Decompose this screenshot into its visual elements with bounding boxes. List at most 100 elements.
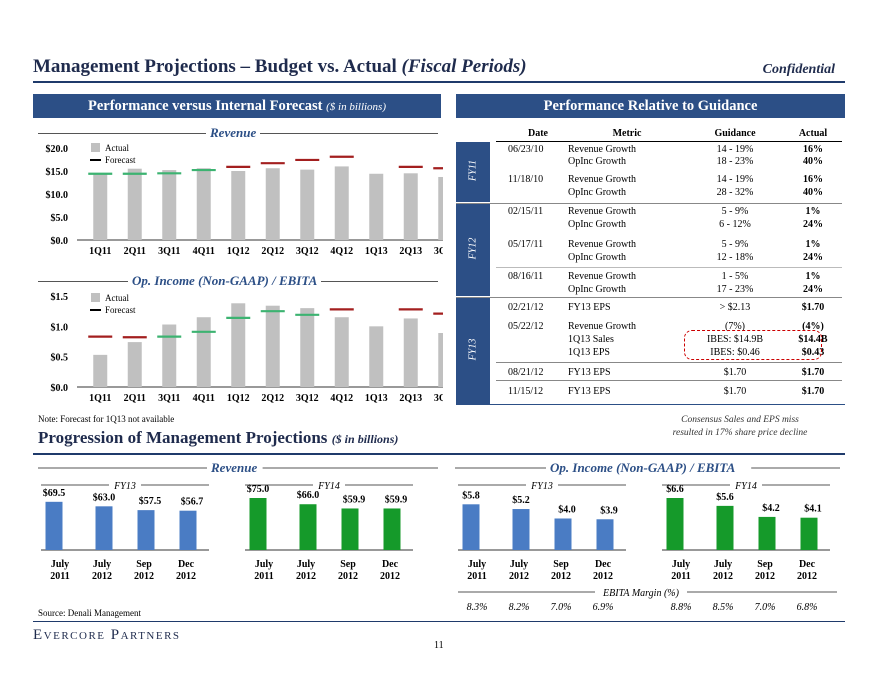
month-label: Dec (382, 559, 399, 570)
bar-value-label: $5.6 (716, 492, 734, 503)
actual-bar (438, 176, 443, 240)
bar-value-label: $66.0 (297, 490, 320, 501)
table-header: Actual (798, 128, 828, 139)
month-label: Dec (595, 559, 612, 570)
month-label: July (51, 559, 69, 570)
table-cell-guidance: $1.70 (723, 367, 747, 378)
x-tick-label: 1Q12 (227, 393, 250, 404)
actual-bar (438, 333, 443, 387)
year-label: 2011 (50, 571, 69, 582)
table-cell-metric: Revenue Growth (568, 239, 637, 250)
margin-value: 8.5% (713, 602, 734, 613)
table-cell-guidance: 5 - 9% (721, 206, 749, 217)
table-cell-date: 11/15/12 (508, 386, 544, 397)
left-banner: Performance versus Internal Forecast ($ … (33, 94, 441, 118)
table-cell-guidance: 14 - 19% (716, 174, 754, 185)
table-cell-metric: OpInc Growth (568, 284, 627, 295)
table-cell-actual: 16% (803, 144, 823, 155)
actual-bar (334, 166, 349, 240)
table-cell-actual: 24% (803, 284, 823, 295)
year-label: 2011 (254, 571, 273, 582)
table-cell-guidance: IBES: $14.9B (706, 334, 764, 345)
progression-bar (45, 501, 63, 550)
legend-actual-swatch (91, 143, 100, 152)
bar-value-label: $5.2 (512, 495, 530, 506)
y-tick-label: $0.5 (51, 353, 69, 364)
fy-label: FY13 (530, 481, 553, 492)
table-cell-metric: FY13 EPS (568, 302, 611, 313)
evercore-logo: Evercore Partners (33, 627, 181, 643)
table-cell-guidance: 17 - 23% (716, 284, 754, 295)
table-cell-actual: 24% (803, 219, 823, 230)
revenue-chart: $20.0 $15.0 $10.0 $5.0 $0.0 1Q11 2Q11 3Q11 4Q11 1… (46, 143, 443, 257)
month-label: Sep (136, 559, 152, 570)
table-header: Guidance (714, 128, 756, 139)
row-separator (496, 362, 842, 363)
row-separator (456, 203, 842, 204)
chart-title: Op. Income (Non-GAAP) / EBITA (550, 460, 736, 475)
table-cell-guidance: IBES: $0.46 (710, 347, 760, 358)
margin-value: 8.3% (467, 602, 488, 613)
fy-bg (109, 478, 141, 490)
footer-rule (33, 621, 845, 622)
table-cell-actual: 1% (805, 271, 821, 282)
actual-bar (369, 173, 384, 240)
x-tick-label: 3Q12 (296, 393, 319, 404)
table-cell-metric: Revenue Growth (568, 144, 637, 155)
actual-bar (127, 342, 142, 387)
actual-bar (334, 317, 349, 387)
margin-value: 6.9% (593, 602, 614, 613)
legend-forecast-label: Forecast (105, 305, 136, 315)
table-cell-guidance: 1 - 5% (721, 271, 749, 282)
actual-bar (265, 168, 280, 240)
table-cell-metric: OpInc Growth (568, 219, 627, 230)
table-cell-metric: 1Q13 Sales (568, 334, 614, 345)
bar-value-label: $59.9 (343, 494, 366, 505)
progression-rule (33, 453, 845, 455)
month-label: Sep (340, 559, 356, 570)
actual-bar (265, 305, 280, 387)
month-label: July (297, 559, 315, 570)
x-tick-label: 3Q11 (158, 246, 180, 257)
progression-bar (666, 498, 684, 550)
table-cell-actual: $0.43 (801, 347, 825, 358)
month-label: July (255, 559, 273, 570)
x-tick-label: 3Q13 (434, 393, 443, 404)
margin-bg (595, 585, 687, 598)
progression-bar (341, 508, 359, 550)
legend-forecast-label: Forecast (105, 155, 136, 165)
bar-value-label: $59.9 (385, 494, 408, 505)
table-cell-actual: $14.4B (798, 334, 828, 345)
x-tick-label: 2Q13 (399, 393, 422, 404)
fy-band: FY12 (456, 204, 490, 296)
table-cell-metric: FY13 EPS (568, 367, 611, 378)
progression-title: Progression of Management Projections ($… (38, 428, 399, 447)
x-tick-label: 2Q11 (124, 246, 146, 257)
year-label: 2012 (176, 571, 196, 582)
progression-bar (95, 506, 113, 550)
year-label: 2012 (509, 571, 529, 582)
year-label: 2012 (296, 571, 316, 582)
table-cell-date: 05/22/12 (508, 321, 544, 332)
table-cell-actual: 40% (803, 187, 823, 198)
table-cell-metric: OpInc Growth (568, 187, 627, 198)
table-header: Date (528, 128, 548, 139)
fy-label: FY14 (734, 481, 757, 492)
month-label: July (93, 559, 111, 570)
table-cell-guidance: 14 - 19% (716, 144, 754, 155)
x-tick-label: 2Q12 (261, 246, 284, 257)
fy-label: FY14 (317, 481, 340, 492)
table-cell-actual: 1% (805, 206, 821, 217)
table-cell-actual: 24% (803, 252, 823, 263)
margin-value: 7.0% (551, 602, 572, 613)
month-label: Sep (757, 559, 773, 570)
table-cell-date: 06/23/10 (508, 144, 544, 155)
table-cell-date: 08/21/12 (508, 367, 544, 378)
bar-value-label: $4.1 (804, 504, 822, 515)
year-label: 2012 (713, 571, 733, 582)
margin-value: 7.0% (755, 602, 776, 613)
table-cell-metric: Revenue Growth (568, 321, 637, 332)
bar-value-label: $6.6 (666, 484, 684, 495)
progression-bar (179, 510, 197, 550)
table-cell-metric: OpInc Growth (568, 156, 627, 167)
